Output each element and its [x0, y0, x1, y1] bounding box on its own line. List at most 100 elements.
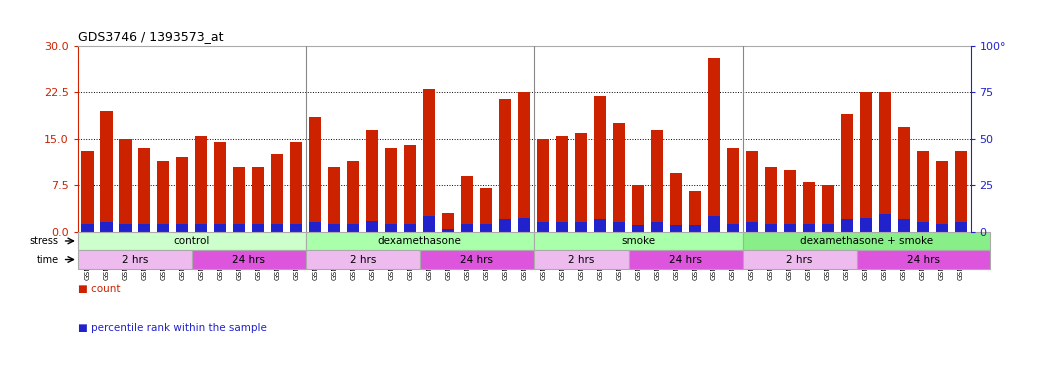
Bar: [290, 142, 302, 232]
Bar: [534, 250, 629, 269]
Bar: [742, 232, 989, 250]
Bar: [803, 182, 815, 232]
Bar: [955, 151, 967, 232]
Bar: [214, 223, 226, 232]
Bar: [100, 111, 112, 232]
Bar: [632, 225, 645, 232]
Bar: [556, 136, 569, 232]
Bar: [518, 218, 530, 232]
Bar: [347, 161, 359, 232]
Bar: [856, 250, 989, 269]
Bar: [708, 216, 720, 232]
Bar: [575, 133, 588, 232]
Text: 2 hrs: 2 hrs: [121, 255, 148, 265]
Text: 2 hrs: 2 hrs: [787, 255, 813, 265]
Bar: [119, 223, 132, 232]
Bar: [898, 126, 910, 232]
Bar: [879, 214, 892, 232]
Bar: [537, 139, 549, 232]
Bar: [404, 223, 416, 232]
Bar: [424, 89, 435, 232]
Bar: [138, 224, 151, 232]
Bar: [629, 250, 742, 269]
Text: ■ count: ■ count: [78, 284, 120, 294]
Bar: [306, 250, 419, 269]
Bar: [81, 224, 93, 232]
Bar: [537, 222, 549, 232]
Bar: [309, 117, 322, 232]
Bar: [534, 232, 742, 250]
Bar: [119, 139, 132, 232]
Bar: [309, 222, 322, 232]
Bar: [670, 173, 682, 232]
Bar: [822, 224, 835, 232]
Bar: [328, 224, 340, 232]
Bar: [461, 224, 473, 232]
Bar: [518, 93, 530, 232]
Text: control: control: [173, 236, 210, 246]
Bar: [252, 224, 265, 232]
Bar: [955, 222, 967, 232]
Bar: [594, 219, 606, 232]
Bar: [803, 224, 815, 232]
Bar: [917, 222, 929, 232]
Bar: [822, 185, 835, 232]
Bar: [651, 130, 663, 232]
Bar: [841, 114, 853, 232]
Bar: [898, 219, 910, 232]
Bar: [859, 93, 872, 232]
Bar: [214, 142, 226, 232]
Bar: [651, 222, 663, 232]
Bar: [252, 167, 265, 232]
Bar: [480, 189, 492, 232]
Text: stress: stress: [30, 236, 59, 246]
Bar: [727, 223, 739, 232]
Text: 24 hrs: 24 hrs: [233, 255, 266, 265]
Text: ■ percentile rank within the sample: ■ percentile rank within the sample: [78, 323, 267, 333]
Bar: [195, 136, 208, 232]
Bar: [100, 222, 112, 232]
Bar: [499, 99, 512, 232]
Bar: [727, 148, 739, 232]
Bar: [424, 216, 435, 232]
Bar: [192, 250, 306, 269]
Bar: [138, 148, 151, 232]
Bar: [594, 96, 606, 232]
Text: 24 hrs: 24 hrs: [906, 255, 939, 265]
Bar: [556, 222, 569, 232]
Bar: [784, 170, 796, 232]
Bar: [78, 232, 306, 250]
Bar: [632, 185, 645, 232]
Bar: [784, 224, 796, 232]
Text: dexamethasone: dexamethasone: [378, 236, 462, 246]
Bar: [480, 224, 492, 232]
Bar: [613, 222, 625, 232]
Bar: [290, 223, 302, 232]
Text: 24 hrs: 24 hrs: [670, 255, 702, 265]
Bar: [271, 224, 283, 232]
Bar: [157, 161, 169, 232]
Text: smoke: smoke: [621, 236, 655, 246]
Bar: [841, 219, 853, 232]
Bar: [765, 167, 777, 232]
Text: 2 hrs: 2 hrs: [568, 255, 595, 265]
Bar: [708, 58, 720, 232]
Text: dexamethasone + smoke: dexamethasone + smoke: [799, 236, 932, 246]
Text: 2 hrs: 2 hrs: [350, 255, 376, 265]
Text: time: time: [36, 255, 59, 265]
Bar: [746, 222, 759, 232]
Bar: [936, 161, 948, 232]
Bar: [234, 167, 245, 232]
Bar: [442, 229, 455, 232]
Bar: [176, 157, 189, 232]
Bar: [670, 225, 682, 232]
Bar: [78, 250, 192, 269]
Bar: [234, 224, 245, 232]
Bar: [499, 219, 512, 232]
Bar: [176, 224, 189, 232]
Bar: [271, 154, 283, 232]
Bar: [879, 93, 892, 232]
Bar: [742, 250, 856, 269]
Bar: [936, 223, 948, 232]
Bar: [689, 225, 702, 232]
